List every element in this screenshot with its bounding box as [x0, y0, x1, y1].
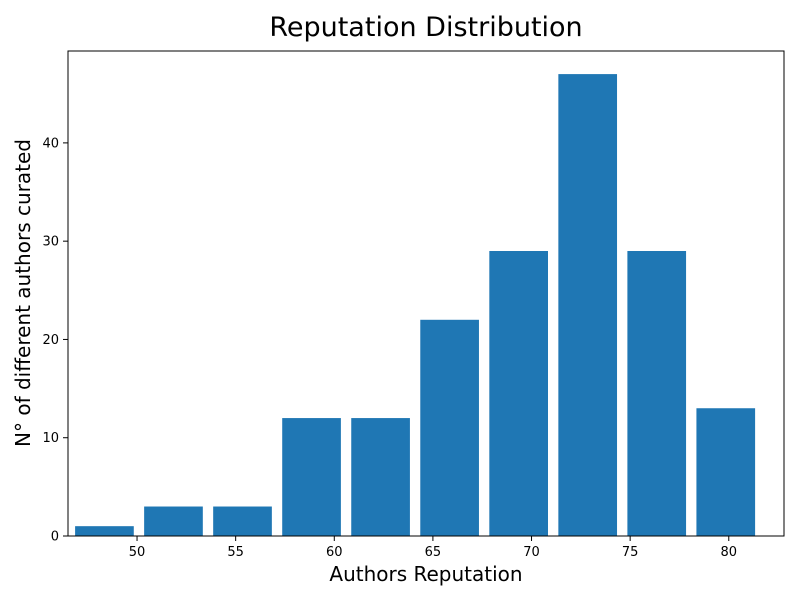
- y-tick-label: 10: [42, 431, 59, 446]
- chart-title: Reputation Distribution: [269, 12, 582, 43]
- plot-frame: [67, 50, 785, 537]
- bar-7: [489, 250, 548, 536]
- y-axis-ticks: 0 10 20 30 40: [42, 136, 68, 545]
- x-tick-label: 55: [227, 545, 244, 560]
- bar-3: [213, 506, 272, 536]
- x-tick-label: 75: [622, 545, 639, 560]
- bar-4: [282, 418, 341, 536]
- y-tick-label: 30: [42, 235, 59, 250]
- x-tick-label: 70: [523, 545, 540, 560]
- x-axis-ticks: 50 55 60 65 70 75 80: [129, 536, 737, 560]
- y-tick-label: 40: [42, 136, 59, 151]
- y-axis-label: N° of different authors curated: [11, 139, 35, 447]
- x-tick-label: 60: [326, 545, 343, 560]
- x-tick-label: 80: [720, 545, 737, 560]
- bar-8: [558, 74, 618, 536]
- bar-10: [696, 408, 756, 536]
- x-tick-label: 65: [425, 545, 442, 560]
- bar-2: [144, 506, 203, 536]
- bar-5: [351, 418, 410, 536]
- y-tick-label: 20: [42, 333, 59, 348]
- bar-9: [627, 250, 687, 536]
- x-tick-label: 50: [129, 545, 146, 560]
- y-tick-label: 0: [51, 530, 59, 545]
- x-axis-label: Authors Reputation: [329, 562, 522, 586]
- bar-1: [75, 526, 134, 536]
- bars-group: [75, 74, 756, 536]
- bar-6: [420, 319, 479, 536]
